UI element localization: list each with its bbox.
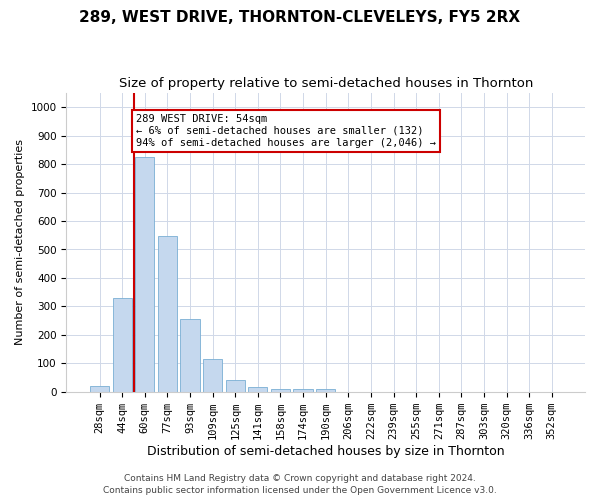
Text: 289, WEST DRIVE, THORNTON-CLEVELEYS, FY5 2RX: 289, WEST DRIVE, THORNTON-CLEVELEYS, FY5… (79, 10, 521, 25)
Bar (203, 359, 222, 392)
Title: Size of property relative to semi-detached houses in Thornton: Size of property relative to semi-detach… (119, 78, 533, 90)
Bar (135, 157, 154, 392)
Bar (316, 390, 335, 392)
Y-axis label: Number of semi-detached properties: Number of semi-detached properties (15, 140, 25, 346)
Bar (271, 389, 290, 392)
Bar (248, 386, 268, 392)
Bar (226, 380, 245, 392)
Bar (158, 236, 177, 392)
Bar (181, 319, 200, 392)
Text: Contains HM Land Registry data © Crown copyright and database right 2024.
Contai: Contains HM Land Registry data © Crown c… (103, 474, 497, 495)
Text: 289 WEST DRIVE: 54sqm
← 6% of semi-detached houses are smaller (132)
94% of semi: 289 WEST DRIVE: 54sqm ← 6% of semi-detac… (136, 114, 436, 148)
X-axis label: Distribution of semi-detached houses by size in Thornton: Distribution of semi-detached houses by … (147, 444, 505, 458)
Bar (293, 389, 313, 392)
Bar (113, 298, 132, 392)
Bar (90, 386, 109, 392)
